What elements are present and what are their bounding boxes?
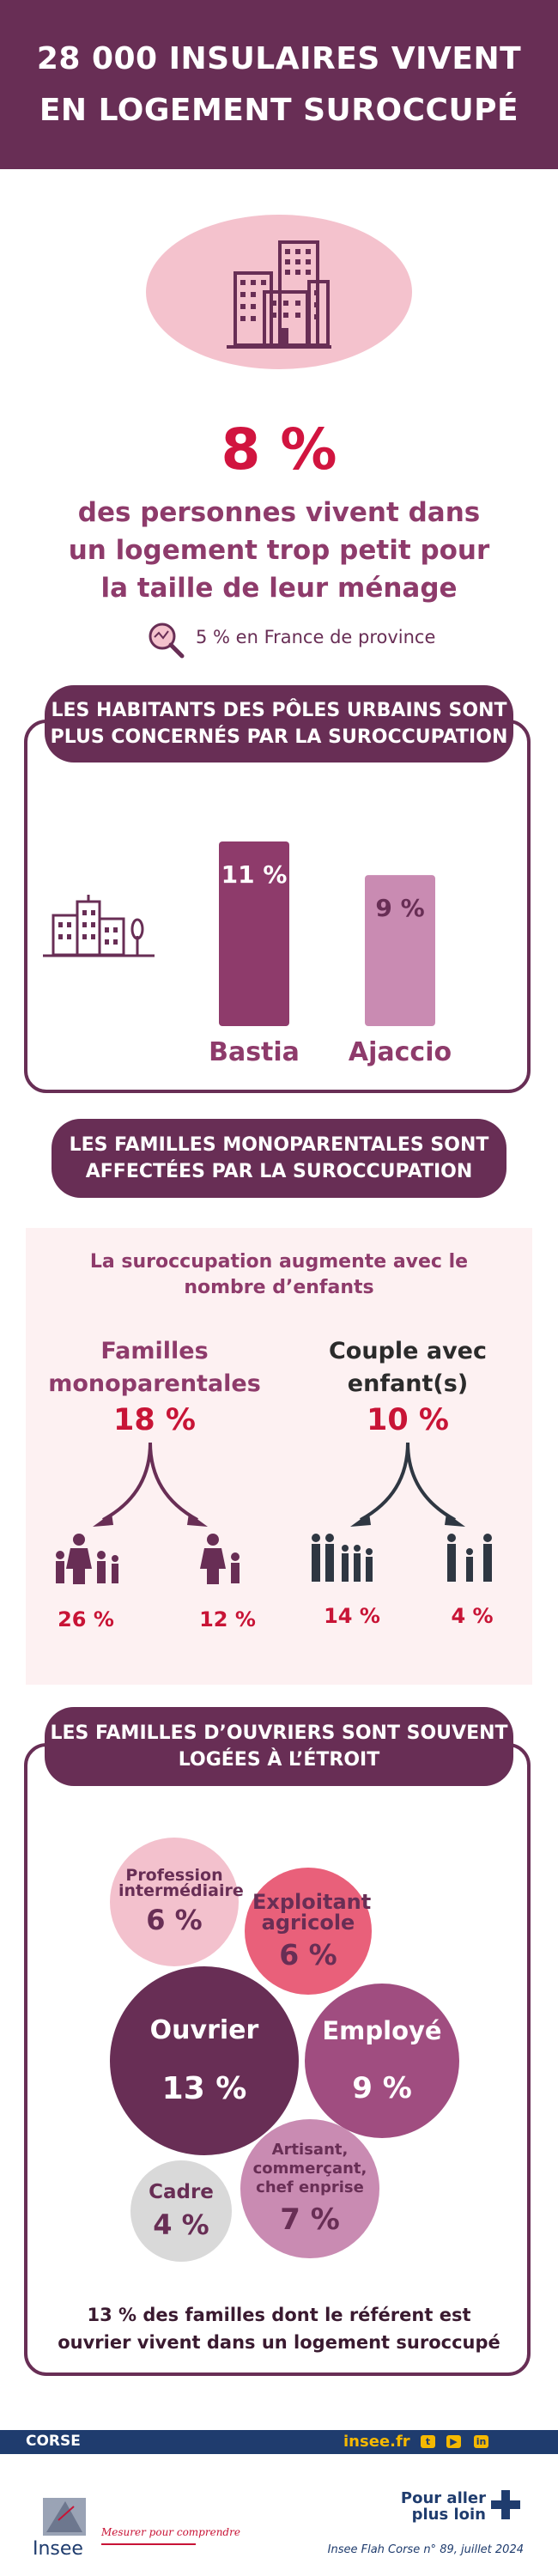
insee-tagline: Mesurer pour comprendre [101, 2526, 240, 2538]
hero-comparison: 5 % en France de province [196, 627, 436, 647]
hero-stat-text: des personnes vivent dans un logement tr… [68, 497, 490, 604]
bar-category-label-ajaccio: Ajaccio [349, 1037, 452, 1067]
couple-one-child-icon [447, 1534, 492, 1582]
bubble-exploitant-agricole-value: 6 % [279, 1937, 337, 1971]
group-couple-sub-2: 4 % [451, 1604, 494, 1628]
section1-title: LES HABITANTS DES PÔLES URBAINS SONT PLU… [45, 685, 513, 762]
bubble-ouvrier-label: Ouvrier [149, 2015, 259, 2045]
group-couple-value: 10 % [367, 1403, 449, 1437]
buildings-icon [227, 240, 331, 349]
tagline-underline [101, 2543, 196, 2545]
youtube-icon[interactable]: ▶ [446, 2435, 461, 2448]
urban-bar-chart: 11 % Bastia 9 % Ajaccio [209, 841, 452, 1067]
family-three-children-icon [56, 1534, 118, 1584]
publication-reference: Insee Flah Corse n° 89, juillet 2024 [327, 2543, 524, 2556]
magnifier-icon [149, 623, 185, 659]
group-couple-sub-1: 14 % [324, 1604, 380, 1628]
bubble-ouvrier-value: 13 % [161, 2071, 247, 2106]
family-one-child-icon [200, 1534, 240, 1584]
bubble-artisant-value: 7 % [280, 2202, 340, 2237]
section2-title-line2: AFFECTÉES PAR LA SUROCCUPATION [85, 1161, 473, 1182]
split-arrow-icon [93, 1443, 208, 1527]
bar-value-label-bastia: 11 % [221, 860, 288, 889]
bubble-profession-intermediaire-value: 6 % [146, 1904, 203, 1936]
bubble-profession-intermediaire-label: Profession intermédiaire [118, 1866, 244, 1900]
header-title-line1: 28 000 INSULAIRES VIVENT [36, 40, 522, 76]
more-info-link[interactable]: Pour aller plus loin [400, 2489, 486, 2524]
bubble-employe: Employé 9 % [305, 1984, 459, 2138]
bubble-artisant: Artisant, commerçant, chef enprise 7 % [240, 2119, 379, 2258]
header-banner: 28 000 INSULAIRES VIVENT EN LOGEMENT SUR… [0, 0, 558, 169]
section2-title: LES FAMILLES MONOPARENTALES SONT AFFECTÉ… [52, 1119, 506, 1198]
twitter-icon[interactable]: t [421, 2435, 435, 2448]
insee-logo-text: Insee [33, 2538, 83, 2560]
section3-title-line1: LES FAMILLES D’OUVRIERS SONT SOUVENT [50, 1722, 508, 1744]
plus-icon[interactable] [491, 2490, 520, 2519]
bar-bastia [219, 841, 289, 1026]
bubble-cadre: Cadre 4 % [130, 2160, 232, 2262]
bubble-cadre-label: Cadre [149, 2181, 214, 2203]
bubble-cadre-value: 4 % [153, 2208, 209, 2241]
group-monoparentales-sub-1: 26 % [58, 1607, 114, 1631]
split-arrow-icon-2 [350, 1443, 465, 1527]
hero-stat-value: 8 % [221, 416, 337, 483]
bar-value-label-ajaccio: 9 % [375, 894, 424, 922]
footer-bar [0, 2430, 558, 2454]
bar-ajaccio [365, 875, 435, 1026]
couple-three-children-icon [312, 1534, 373, 1582]
footer-region: CORSE [26, 2433, 81, 2450]
bubble-exploitant-agricole-label: Exploitant agricole [252, 1889, 372, 1935]
section3-title: LES FAMILLES D’OUVRIERS SONT SOUVENT LOG… [45, 1707, 513, 1786]
section2-title-line1: LES FAMILLES MONOPARENTALES SONT [69, 1134, 489, 1156]
bubble-exploitant-agricole: Exploitant agricole 6 % [245, 1868, 372, 1995]
section2-subtitle: La suroccupation augmente avec le nombre… [89, 1251, 469, 1298]
section2-background [26, 1228, 532, 1685]
bubble-employe-label: Employé [322, 2016, 442, 2045]
group-monoparentales-value: 18 % [113, 1403, 196, 1437]
group-monoparentales-title: Familles monoparentales [48, 1338, 261, 1397]
group-couple-title: Couple avec enfant(s) [328, 1338, 488, 1397]
section1-title-line1: LES HABITANTS DES PÔLES URBAINS SONT [51, 700, 507, 721]
linkedin-icon[interactable]: in [474, 2435, 488, 2448]
section3-footnote: 13 % des familles dont le référent est o… [58, 2305, 500, 2353]
section1-title-line2: PLUS CONCERNÉS PAR LA SUROCCUPATION [50, 726, 508, 748]
bubble-artisant-label: Artisant, commerçant, chef enprise [252, 2141, 367, 2196]
group-monoparentales-sub-2: 12 % [199, 1607, 256, 1631]
insee-logo-icon [43, 2498, 86, 2536]
bar-category-label-bastia: Bastia [209, 1037, 300, 1067]
bubble-profession-intermediaire: Profession intermédiaire 6 % [110, 1838, 244, 1966]
city-icon [43, 895, 155, 957]
footer-site-link[interactable]: insee.fr [343, 2433, 410, 2451]
section3-title-line2: LOGÉES À L’ÉTROIT [178, 1749, 380, 1771]
bubble-ouvrier: Ouvrier 13 % [110, 1966, 299, 2155]
bubble-employe-value: 9 % [352, 2071, 412, 2105]
header-title-line2: EN LOGEMENT SUROCCUPÉ [39, 92, 519, 128]
